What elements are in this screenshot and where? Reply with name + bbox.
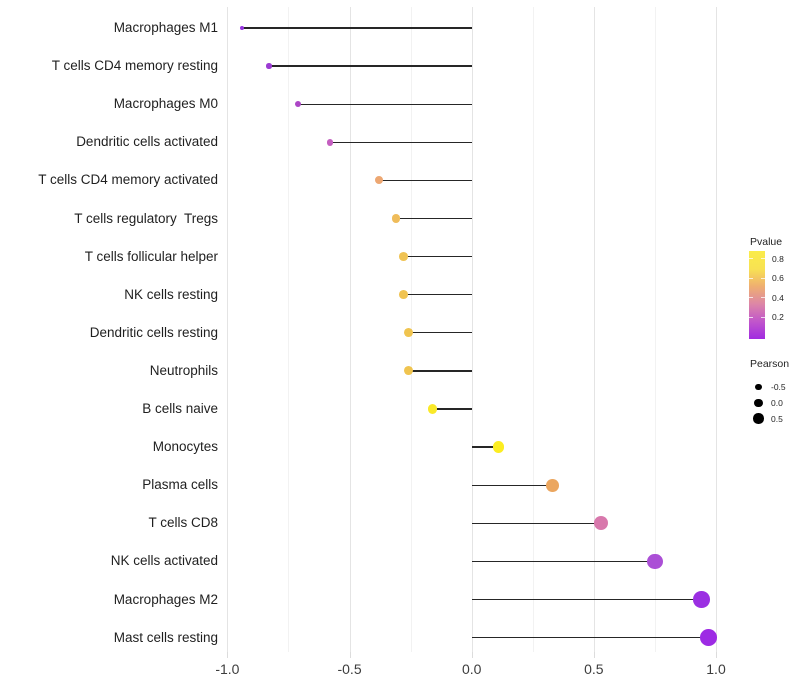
lollipop-stem <box>471 446 499 448</box>
data-point <box>398 252 408 261</box>
data-point <box>239 25 245 31</box>
data-point <box>326 138 334 146</box>
data-point <box>647 553 663 570</box>
data-point <box>295 101 302 108</box>
category-label: T cells CD4 memory resting <box>51 58 218 74</box>
gridline-minor <box>532 7 534 652</box>
lollipop-stem <box>378 179 472 182</box>
lollipop-stem <box>471 522 602 524</box>
x-axis-tick <box>593 652 595 658</box>
pvalue-tick-mark <box>749 277 753 279</box>
category-label: Macrophages M0 <box>113 96 218 112</box>
x-axis-tick <box>716 652 717 658</box>
gridline-major <box>227 7 229 652</box>
lollipop-stem <box>403 294 472 296</box>
gridline-major <box>471 7 473 652</box>
legend-pearson-title: Pearson <box>750 358 790 370</box>
data-point <box>403 328 413 338</box>
category-label: T cells follicular helper <box>84 248 218 264</box>
category-label: Mast cells resting <box>113 629 218 645</box>
pearson-legend-label: 0.0 <box>771 398 783 408</box>
gridline-minor <box>654 7 656 652</box>
pvalue-tick-label: 0.2 <box>772 312 784 322</box>
pvalue-tick-mark <box>749 316 753 318</box>
x-tick-label: -1.0 <box>215 661 240 677</box>
lollipop-stem <box>403 255 472 258</box>
data-point <box>545 478 559 492</box>
x-tick-label: 1.0 <box>706 661 726 677</box>
category-label: B cells naive <box>142 401 218 416</box>
gridline-major <box>593 7 595 652</box>
x-axis-tick <box>471 652 473 658</box>
pvalue-tick-label: 0.6 <box>772 273 784 283</box>
category-label: Plasma cells <box>142 477 218 493</box>
gridline-minor <box>288 7 290 652</box>
legend-pvalue-title: Pvalue <box>750 236 783 248</box>
category-label: T cells CD4 memory activated <box>38 172 218 188</box>
category-label: Monocytes <box>152 439 218 455</box>
lollipop-stem <box>268 65 472 67</box>
category-label: NK cells activated <box>110 553 218 569</box>
data-point <box>594 516 609 531</box>
lollipop-stem <box>330 141 472 143</box>
lollipop-stem <box>408 370 472 372</box>
data-point <box>391 214 401 223</box>
category-label: T cells CD8 <box>148 515 218 531</box>
category-label: Dendritic cells resting <box>89 324 218 340</box>
x-axis-tick <box>349 652 351 658</box>
pearson-legend-dot <box>755 383 762 391</box>
data-point <box>427 404 438 414</box>
data-point <box>403 366 413 376</box>
data-point <box>700 629 718 646</box>
data-point <box>693 591 710 608</box>
x-tick-label: 0.5 <box>584 661 604 677</box>
x-tick-label: -0.5 <box>337 661 362 677</box>
pvalue-colorbar <box>749 251 765 339</box>
x-axis-tick <box>227 652 229 658</box>
category-label: Dendritic cells activated <box>76 134 218 150</box>
pearson-legend-label: 0.5 <box>771 413 783 424</box>
pearson-legend-dot <box>754 398 763 408</box>
gridline-major <box>349 7 351 652</box>
pvalue-tick-mark <box>761 277 765 279</box>
lollipop-stem <box>408 332 472 334</box>
gridline-major <box>716 7 717 652</box>
lollipop-stem <box>432 408 472 410</box>
lollipop-stem <box>395 217 472 220</box>
category-label: T cells regulatory Tregs <box>74 210 218 226</box>
lollipop-stem <box>471 484 553 486</box>
pvalue-tick-label: 0.8 <box>772 253 784 264</box>
category-label: NK cells resting <box>124 286 218 302</box>
lollipop-stem <box>298 103 472 105</box>
lollipop-stem <box>471 560 655 563</box>
data-point <box>492 441 505 453</box>
category-label: Neutrophils <box>149 362 218 378</box>
pvalue-tick-label: 0.4 <box>772 292 784 303</box>
data-point <box>398 290 408 300</box>
pearson-legend-label: -0.5 <box>771 382 786 392</box>
lollipop-stem <box>471 598 702 601</box>
category-label: Macrophages M1 <box>113 20 218 35</box>
data-point <box>266 63 272 69</box>
pvalue-tick-mark <box>761 297 765 298</box>
pearson-legend-dot <box>753 413 764 424</box>
x-tick-label: 0.0 <box>461 661 482 677</box>
pvalue-tick-mark <box>761 258 765 259</box>
pvalue-tick-mark <box>749 297 753 298</box>
lollipop-stem <box>471 636 709 639</box>
lollipop-stem <box>242 27 472 29</box>
data-point <box>374 176 383 185</box>
category-label: Macrophages M2 <box>113 591 218 607</box>
pvalue-tick-mark <box>749 258 753 259</box>
pvalue-tick-mark <box>761 316 765 318</box>
